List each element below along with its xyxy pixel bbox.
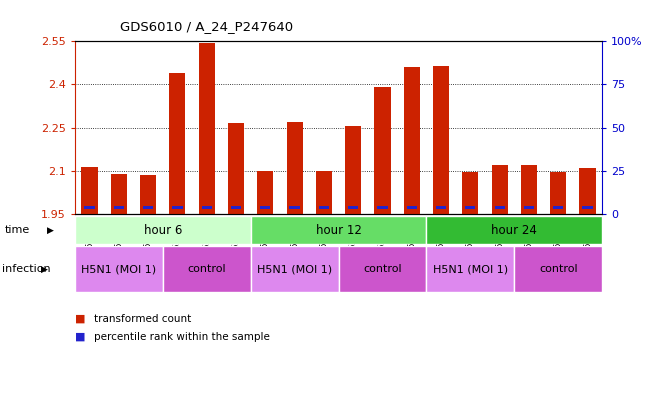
Text: transformed count: transformed count	[94, 314, 191, 324]
Text: control: control	[539, 264, 577, 274]
Bar	[173, 206, 182, 209]
Bar	[339, 246, 426, 292]
Text: H5N1 (MOI 1): H5N1 (MOI 1)	[257, 264, 332, 274]
Bar	[426, 216, 602, 244]
Bar	[514, 246, 602, 292]
Bar	[579, 168, 596, 214]
Text: GDS6010 / A_24_P247640: GDS6010 / A_24_P247640	[120, 20, 294, 33]
Bar	[345, 126, 361, 214]
Text: H5N1 (MOI 1): H5N1 (MOI 1)	[81, 264, 156, 274]
Bar	[163, 246, 251, 292]
Bar	[348, 206, 358, 209]
Bar	[492, 165, 508, 214]
Text: ■: ■	[75, 314, 89, 324]
Bar	[143, 206, 153, 209]
Bar	[404, 67, 420, 214]
Bar	[426, 246, 514, 292]
Text: percentile rank within the sample: percentile rank within the sample	[94, 332, 270, 342]
Bar	[85, 206, 94, 209]
Text: time: time	[5, 225, 31, 235]
Bar	[257, 171, 273, 214]
Bar	[465, 206, 475, 209]
Text: control: control	[363, 264, 402, 274]
Bar	[378, 206, 387, 209]
Bar	[583, 206, 592, 209]
Bar	[228, 123, 244, 214]
Bar	[199, 43, 215, 214]
Bar	[407, 206, 417, 209]
Bar	[286, 122, 303, 214]
Bar	[81, 167, 98, 214]
Text: ■: ■	[75, 332, 89, 342]
Bar	[231, 206, 241, 209]
Bar	[114, 206, 124, 209]
Bar	[260, 206, 270, 209]
Text: H5N1 (MOI 1): H5N1 (MOI 1)	[433, 264, 508, 274]
Bar	[374, 87, 391, 214]
Bar	[462, 173, 478, 214]
Bar	[524, 206, 534, 209]
Bar	[553, 206, 563, 209]
Bar	[290, 206, 299, 209]
Text: hour 24: hour 24	[492, 224, 537, 237]
Bar	[436, 206, 446, 209]
Text: ▶: ▶	[47, 226, 54, 235]
Bar	[169, 73, 186, 214]
Bar	[140, 175, 156, 214]
Bar	[316, 171, 332, 214]
Text: infection: infection	[2, 264, 51, 274]
Bar	[75, 216, 251, 244]
Bar	[521, 165, 537, 214]
Bar	[251, 216, 426, 244]
Bar	[202, 206, 212, 209]
Bar	[251, 246, 339, 292]
Text: control: control	[187, 264, 226, 274]
Bar	[111, 174, 127, 214]
Bar	[495, 206, 505, 209]
Bar	[433, 66, 449, 214]
Text: hour 12: hour 12	[316, 224, 361, 237]
Bar	[550, 173, 566, 214]
Bar	[319, 206, 329, 209]
Bar	[75, 246, 163, 292]
Text: ▶: ▶	[41, 264, 48, 274]
Text: hour 6: hour 6	[144, 224, 182, 237]
